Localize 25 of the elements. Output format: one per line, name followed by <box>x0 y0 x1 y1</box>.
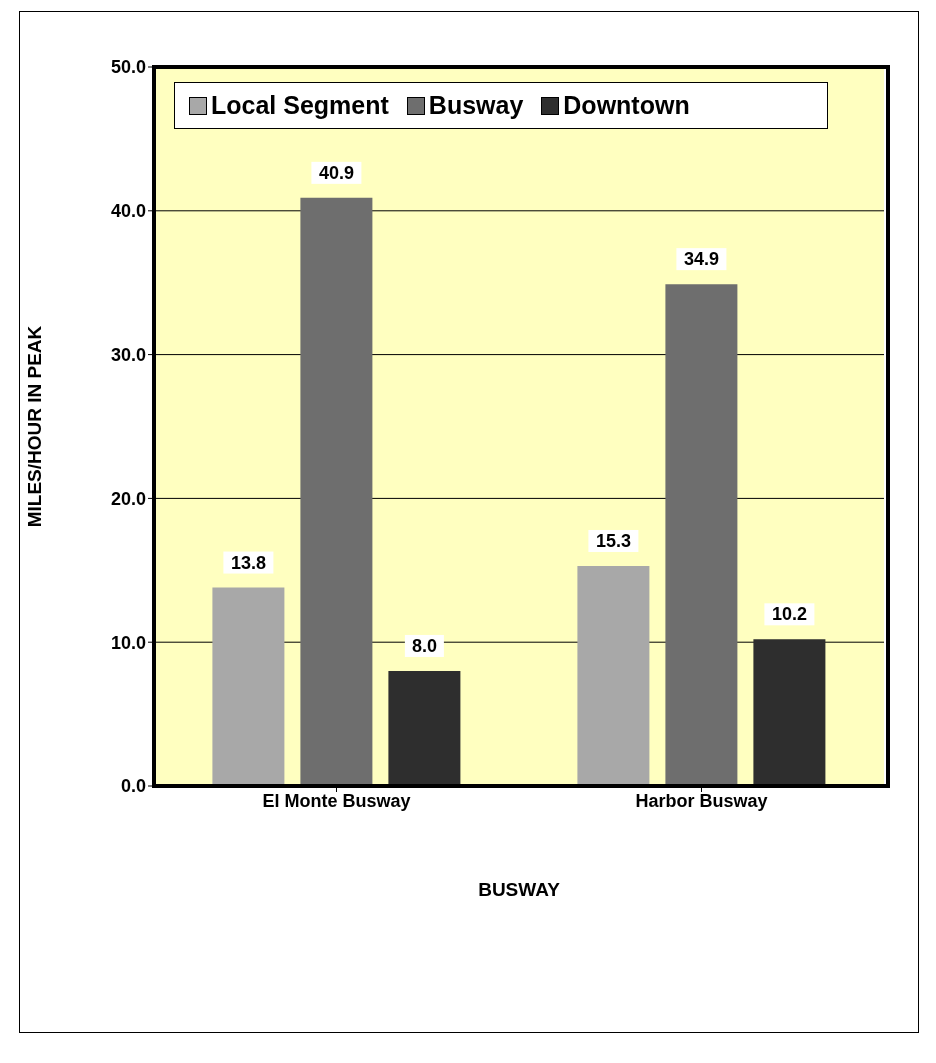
data-label: 40.9 <box>318 162 354 183</box>
data-label: 15.3 <box>595 530 631 551</box>
y-tick-label: 10.0 <box>110 632 146 653</box>
y-tick-label: 0.0 <box>120 776 146 797</box>
bar <box>300 197 373 786</box>
data-label: 10.2 <box>771 604 807 625</box>
legend-label: Downtown <box>562 91 690 120</box>
y-tick-label: 50.0 <box>110 57 146 78</box>
bar <box>753 639 826 786</box>
data-label: 13.8 <box>230 552 266 573</box>
bar <box>212 587 285 786</box>
x-tick-label: Harbor Busway <box>635 790 768 811</box>
data-label: 8.0 <box>411 635 437 656</box>
x-tick-label: El Monte Busway <box>262 790 411 811</box>
data-label: 34.9 <box>683 249 719 270</box>
y-tick-label: 20.0 <box>110 488 146 509</box>
y-axis-title: MILES/HOUR IN PEAK <box>23 325 45 528</box>
legend-label: Local Segment <box>210 91 389 120</box>
bar <box>577 565 650 786</box>
x-axis-title: BUSWAY <box>478 879 561 900</box>
legend-label: Busway <box>427 91 524 120</box>
bar <box>665 284 738 786</box>
y-tick-label: 30.0 <box>110 344 146 365</box>
y-tick-label: 40.0 <box>110 201 146 222</box>
bar <box>388 670 461 786</box>
